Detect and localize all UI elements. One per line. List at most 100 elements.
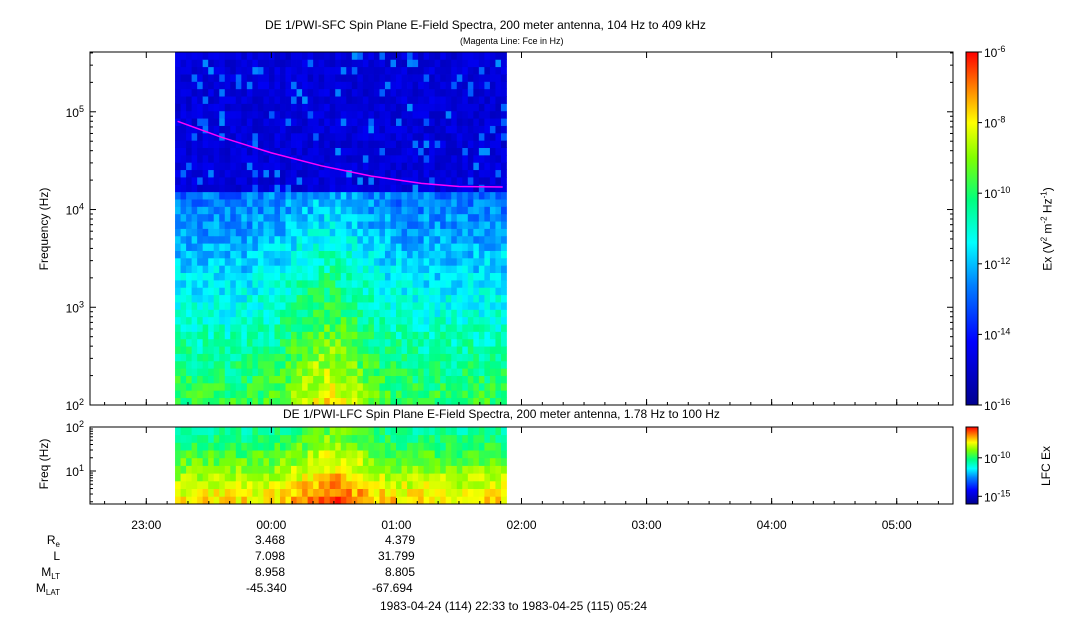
- spectrogram-cell: [302, 59, 309, 68]
- spectrogram-cell: [241, 316, 248, 325]
- lfc-spectrogram-cell: [219, 488, 226, 497]
- spectrogram-cell: [257, 169, 264, 178]
- spectrogram-cell: [302, 88, 309, 97]
- spectrogram-cell: [478, 88, 485, 97]
- lfc-spectrogram-cell: [368, 496, 375, 505]
- spectrogram-cell: [235, 360, 242, 369]
- lfc-spectrogram-cell: [445, 427, 452, 436]
- spectrogram-cell: [257, 265, 264, 274]
- spectrogram-cell: [340, 228, 347, 237]
- spectrogram-cell: [456, 81, 463, 90]
- lfc-spectrogram-cell: [186, 473, 193, 482]
- spectrogram-cell: [230, 191, 237, 200]
- spectrogram-cell: [219, 184, 226, 193]
- spectrogram-cell: [456, 74, 463, 82]
- spectrogram-cell: [318, 279, 325, 288]
- spectrogram-cell: [390, 338, 397, 347]
- spectrogram-cell: [202, 147, 209, 156]
- lfc-spectrogram-cell: [495, 496, 502, 505]
- spectrogram-cell: [340, 368, 347, 376]
- spectrogram-cell: [257, 243, 264, 251]
- spectrogram-cell: [456, 382, 463, 391]
- lfc-spectrogram-cell: [440, 465, 447, 474]
- spectrogram-cell: [418, 324, 425, 332]
- spectrogram-cell: [241, 199, 248, 207]
- spectrogram-cell: [335, 125, 342, 134]
- spectrogram-cell: [429, 88, 436, 97]
- spectrogram-cell: [296, 294, 303, 303]
- lfc-spectrogram-cell: [396, 442, 402, 451]
- spectrogram-cell: [213, 140, 220, 148]
- spectrogram-cell: [357, 147, 364, 156]
- lfc-spectrogram-cell: [429, 434, 436, 443]
- spectrogram-cell: [335, 81, 342, 90]
- lfc-spectrogram-cell: [500, 457, 507, 466]
- spectrogram-cell: [368, 294, 375, 303]
- spectrogram-cell: [451, 199, 458, 207]
- spectrogram-cell: [362, 213, 369, 222]
- spectrogram-cell: [252, 110, 259, 119]
- lfc-spectrogram-cell: [252, 480, 259, 489]
- spectrogram-cell: [274, 331, 281, 340]
- spectrogram-cell: [241, 243, 248, 251]
- spectrogram-cell: [197, 331, 204, 340]
- spectrogram-cell: [495, 213, 502, 222]
- spectrogram-cell: [346, 169, 353, 178]
- spectrogram-cell: [462, 191, 469, 200]
- spectrogram-cell: [324, 287, 331, 296]
- spectrogram-cell: [324, 52, 331, 60]
- spectrogram-cell: [202, 221, 209, 229]
- spectrogram-cell: [484, 302, 491, 310]
- spectrogram-cell: [495, 382, 502, 391]
- spectrogram-cell: [252, 191, 259, 200]
- spectrogram-cell: [191, 235, 198, 244]
- spectrogram-cell: [467, 154, 474, 163]
- lfc-spectrogram-cell: [291, 434, 297, 443]
- lfc-spectrogram-cell: [373, 427, 380, 436]
- spectrogram-cell: [407, 265, 413, 274]
- spectrogram-cell: [346, 250, 353, 259]
- spectrogram-cell: [208, 397, 215, 406]
- spectrogram-cell: [357, 206, 364, 215]
- spectrogram-cell: [208, 338, 215, 347]
- spectrogram-cell: [407, 66, 413, 75]
- lfc-spectrogram-cell: [473, 480, 480, 489]
- spectrogram-cell: [340, 324, 347, 332]
- spectrogram-cell: [241, 360, 248, 369]
- lfc-spectrogram-cell: [451, 465, 458, 474]
- spectrogram-cell: [401, 88, 408, 97]
- lfc-spectrogram-cell: [318, 434, 325, 443]
- spectrogram-cell: [500, 272, 507, 281]
- spectrogram-cell: [429, 250, 436, 259]
- spectrogram-cell: [291, 206, 297, 215]
- spectrogram-cell: [224, 316, 231, 325]
- spectrogram-cell: [329, 235, 336, 244]
- spectrogram-cell: [401, 324, 408, 332]
- spectrogram-cell: [197, 154, 204, 163]
- spectrogram-cell: [307, 316, 314, 325]
- lfc-spectrogram-cell: [429, 442, 436, 451]
- spectrogram-cell: [357, 103, 364, 112]
- sfc-colorbar-tick-label: 10-16: [984, 397, 1010, 413]
- spectrogram-cell: [307, 250, 314, 259]
- lfc-spectrogram-cell: [252, 488, 259, 497]
- spectrogram-cell: [318, 228, 325, 237]
- lfc-spectrogram-cell: [324, 496, 331, 505]
- spectrogram-cell: [241, 309, 248, 318]
- lfc-spectrogram-cell: [186, 488, 193, 497]
- spectrogram-cell: [423, 331, 430, 340]
- spectrogram-cell: [268, 184, 275, 193]
- spectrogram-cell: [423, 140, 430, 148]
- spectrogram-cell: [484, 206, 491, 215]
- spectrogram-cell: [379, 118, 386, 126]
- spectrogram-cell: [291, 118, 297, 126]
- spectrogram-cell: [329, 294, 336, 303]
- spectrogram-cell: [373, 360, 380, 369]
- spectrogram-cell: [429, 199, 436, 207]
- spectrogram-cell: [213, 316, 220, 325]
- spectrogram-cell: [351, 302, 358, 310]
- spectrogram-cell: [373, 162, 380, 171]
- spectrogram-cell: [396, 96, 402, 104]
- spectrogram-cell: [351, 397, 358, 406]
- spectrogram-cell: [346, 397, 353, 406]
